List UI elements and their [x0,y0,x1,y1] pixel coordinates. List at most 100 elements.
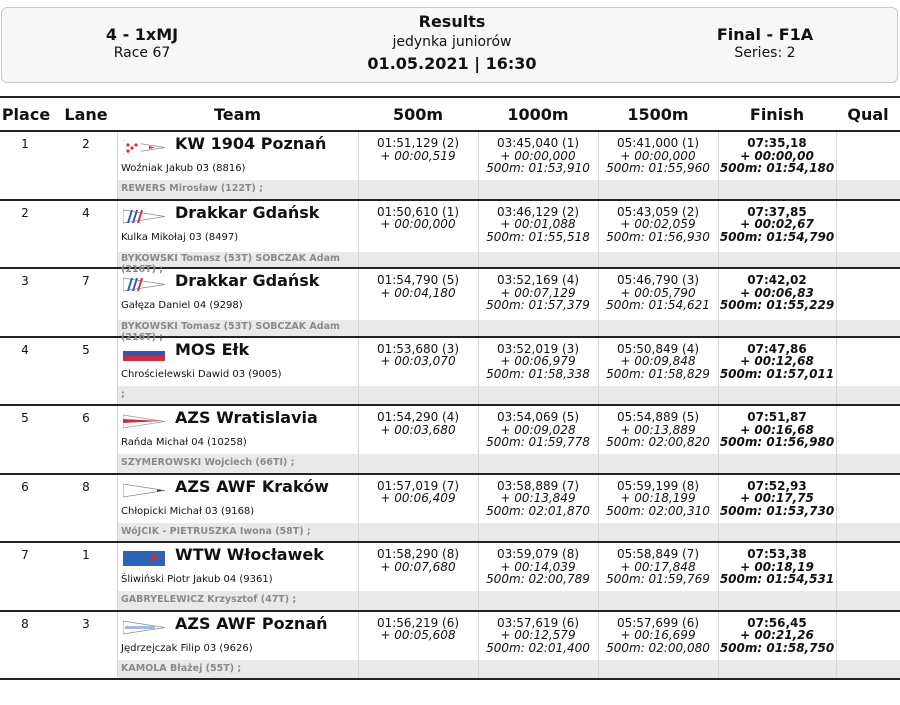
split-1000m-pace: 500m: 02:01,870 [486,503,590,518]
split-1000m: 03:58,889 (7) + 00:13,849 500m: 02:01,870 [478,478,598,518]
split-500m-gap: + 00:03,680 [380,422,456,437]
race-header: 4 - 1xMJ Race 67 Results jedynka junioró… [1,7,898,83]
split-1500m: 05:46,790 (3) + 00:05,790 500m: 01:54,621 [598,274,718,312]
split-500m-time: 01:56,219 (6) [376,615,460,630]
split-500m: 01:51,129 (2) + 00:00,519 [358,137,478,162]
split-500m-time: 01:57,019 (7) [376,478,460,493]
row-lower-band [117,251,900,267]
finish-time-gap: + 00:16,68 [740,422,814,437]
title-block: Results jedynka juniorów 01.05.2021 | 16… [302,12,602,75]
lane-value: 1 [82,548,90,562]
place-value: 4 [21,342,29,357]
split-1000m-gap: + 00:13,849 [500,491,576,505]
club-flag-icon [122,140,166,155]
finish-time: 07:37,85 + 00:02,67 500m: 01:54,790 [718,204,836,244]
split-1500m-pace: 500m: 01:59,769 [606,572,710,586]
split-1000m: 03:52,169 (4) + 00:07,129 500m: 01:57,379 [478,274,598,312]
split-1500m: 05:43,059 (2) + 00:02,059 500m: 01:56,930 [598,205,718,244]
finish-time-time: 07:37,85 [747,204,807,219]
split-1000m-gap: + 00:01,088 [500,217,576,231]
athlete-name: Chrościelewski Dawid 03 (9005) [121,368,282,380]
athlete-name: Woźniak Jakub 03 (8816) [121,163,246,174]
place-value: 7 [21,548,29,562]
split-1500m-time: 05:41,000 (1) [616,136,700,150]
finish-time: 07:53,38 + 00:18,19 500m: 01:54,531 [718,548,836,586]
finish-time: 07:51,87 + 00:16,68 500m: 01:56,980 [718,411,836,449]
finish-time: 07:52,93 + 00:17,75 500m: 01:53,730 [718,479,836,518]
place-value: 1 [21,137,29,151]
coach-name: KAMOLA Błażej (55T) ; [121,662,242,674]
club-flag-icon [123,345,165,361]
finish-time-gap: + 00:02,67 [740,217,814,231]
split-500m-gap: + 00:07,680 [380,559,456,574]
finish-time-pace: 500m: 01:54,180 [719,161,835,175]
finish-time-gap: + 00:12,68 [740,354,814,368]
finish-time-time: 07:35,18 [747,136,807,150]
split-1000m-gap: + 00:12,579 [500,628,576,642]
col-place: Place [1,105,51,124]
split-1500m-gap: + 00:17,848 [620,559,696,574]
place-value: 2 [21,205,29,220]
place-value: 6 [21,479,29,494]
split-500m: 01:50,610 (1) + 00:00,000 [358,205,478,231]
split-1500m-pace: 500m: 01:55,960 [606,161,710,175]
split-1500m-gap: + 00:00,000 [620,148,696,163]
row-lower-band [117,522,900,541]
row-lower-band [117,454,900,473]
split-1500m-gap: + 00:02,059 [620,217,696,231]
split-1000m-time: 03:45,040 (1) [496,136,580,150]
place-value: 3 [21,274,29,288]
split-1000m-time: 03:54,069 (5) [496,410,580,424]
coach-name: REWERS Mirosław (122T) ; [121,183,263,194]
col-1000m: 1000m [507,105,569,124]
split-1000m-gap: + 00:09,028 [500,422,576,437]
table-row: 8 3 AZS AWF Poznań Jędrzejczak Filip 03 (96… [0,611,900,680]
split-1000m-time: 03:52,019 (3) [496,341,580,356]
split-1000m-time: 03:46,129 (2) [496,204,580,219]
split-1000m: 03:54,069 (5) + 00:09,028 500m: 01:59,778 [478,411,598,449]
club-flag-icon [122,414,166,429]
split-1000m-gap: + 00:00,000 [500,148,576,163]
club-name: Drakkar Gdańsk [175,202,320,222]
split-1500m: 05:54,889 (5) + 00:13,889 500m: 02:00,820 [598,411,718,449]
split-500m: 01:54,790 (5) + 00:04,180 [358,274,478,299]
lane-value: 4 [82,205,90,220]
club-flag-icon [123,551,165,566]
split-1500m-time: 05:58,849 (7) [616,547,700,561]
lane-value: 8 [82,479,90,494]
club-name: WTW Włocławek [175,545,324,564]
split-1000m-gap: + 00:06,979 [500,354,576,368]
race-datetime: 01.05.2021 | 16:30 [367,54,537,73]
finish-time-gap: + 00:21,26 [740,628,814,642]
split-1000m-pace: 500m: 01:58,338 [486,366,590,381]
split-500m-gap: + 00:00,519 [380,148,456,163]
finish-time-pace: 500m: 01:57,011 [719,366,835,381]
club-flag-icon [122,277,166,292]
finish-time-time: 07:53,38 [747,547,807,561]
finish-time: 07:56,45 + 00:21,26 500m: 01:58,750 [718,615,836,655]
table-row: 3 7 Drakkar Gdańsk Gałęza Daniel 04 (9298) B… [0,269,900,343]
col-finish: Finish [749,105,805,124]
split-1000m-pace: 500m: 01:53,910 [486,161,590,175]
athlete-name: Rańda Michał 04 (10258) [121,437,247,448]
coach-name: GABRYELEWICZ Krzysztof (47T) ; [121,594,297,605]
row-lower-band [117,180,900,199]
split-1500m-pace: 500m: 02:00,310 [606,503,710,518]
lane-value: 5 [82,342,90,357]
finish-time-pace: 500m: 01:55,229 [719,298,835,312]
split-1500m-pace: 500m: 01:56,930 [606,229,710,244]
phase-block: Final - F1A Series: 2 [670,25,860,63]
finish-time-time: 07:56,45 [747,615,807,630]
split-500m: 01:54,290 (4) + 00:03,680 [358,411,478,436]
results-table: Place Lane Team 500m 1000m 1500m Finish … [0,96,900,680]
split-1000m-time: 03:58,889 (7) [496,478,580,493]
split-1000m-gap: + 00:07,129 [500,285,576,300]
club-flag-icon [122,209,166,224]
split-500m-time: 01:58,290 (8) [376,547,460,561]
split-1000m-gap: + 00:14,039 [500,559,576,574]
split-1000m-time: 03:57,619 (6) [496,615,580,630]
split-1000m: 03:45,040 (1) + 00:00,000 500m: 01:53,910 [478,137,598,175]
split-1000m: 03:46,129 (2) + 00:01,088 500m: 01:55,518 [478,204,598,244]
split-1500m: 05:50,849 (4) + 00:09,848 500m: 01:58,829 [598,342,718,381]
table-row: 6 8 AZS AWF Kraków Chłopicki Michał 03 (916… [0,474,900,543]
